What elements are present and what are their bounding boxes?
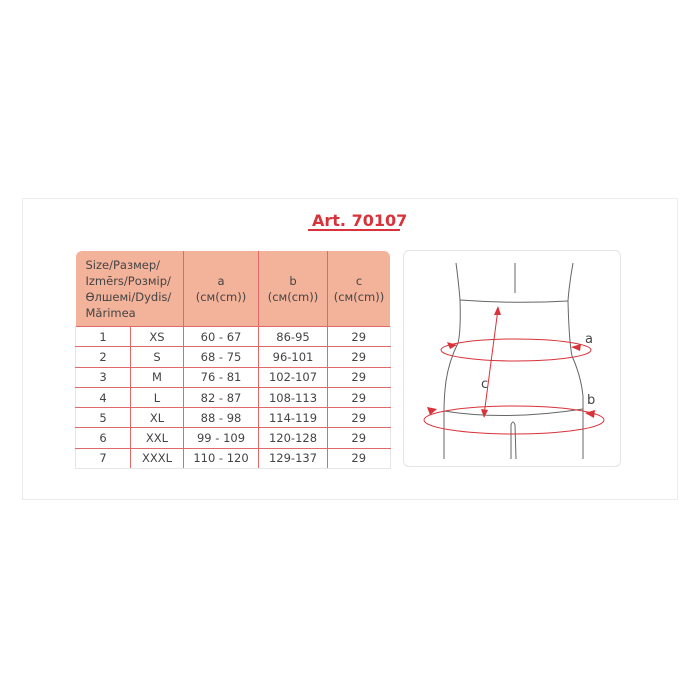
size-label: XXXL [130, 447, 184, 470]
c-value: 29 [327, 325, 391, 348]
header-b: b (см(cm)) [258, 251, 328, 327]
header-c: c (см(cm)) [327, 251, 390, 327]
c-value: 29 [327, 427, 391, 449]
table-row: 4 L 82 - 87 108-113 29 [75, 386, 391, 409]
size-number: 5 [75, 407, 131, 429]
size-number: 3 [75, 366, 131, 388]
height-c-line [483, 308, 499, 416]
leg-gap [510, 421, 517, 460]
arrow-b-right [585, 410, 595, 418]
arrow-a-right [571, 344, 581, 351]
belt-bottom [443, 408, 584, 417]
c-value: 29 [327, 386, 391, 409]
belt-top [459, 299, 569, 303]
b-value: 129-137 [258, 447, 328, 470]
table-row: 3 M 76 - 81 102-107 29 [75, 366, 391, 388]
c-value: 29 [327, 346, 391, 368]
size-number: 1 [75, 325, 131, 348]
hip-b-ellipse [423, 405, 605, 435]
b-value: 102-107 [258, 366, 328, 388]
table-row: 5 XL 88 - 98 114-119 29 [75, 407, 391, 429]
size-label: M [130, 366, 184, 388]
b-value: 108-113 [258, 386, 328, 409]
c-value: 29 [327, 407, 391, 429]
size-label: XXL [130, 427, 184, 449]
label-a: a [585, 332, 593, 347]
size-number: 2 [75, 346, 131, 368]
size-label: L [130, 386, 184, 409]
article-number: Art. 70107 [312, 211, 408, 230]
b-value: 120-128 [258, 427, 328, 449]
size-label: XS [130, 325, 184, 348]
a-value: 99 - 109 [183, 427, 259, 449]
size-number: 6 [75, 427, 131, 449]
measurement-diagram: a b c [403, 250, 621, 467]
title-underline [308, 229, 400, 231]
arrow-a-left [447, 342, 457, 349]
a-value: 76 - 81 [183, 366, 259, 388]
b-value: 86-95 [258, 325, 328, 348]
a-value: 110 - 120 [183, 447, 259, 470]
size-number: 4 [75, 386, 131, 409]
arrow-b-left [427, 407, 437, 415]
table-row: 1 XS 60 - 67 86-95 29 [75, 325, 391, 348]
a-value: 68 - 75 [183, 346, 259, 368]
b-value: 96-101 [258, 346, 328, 368]
size-label: S [130, 346, 184, 368]
torso-right-edge [567, 262, 584, 459]
arrow-c-bottom [481, 409, 488, 418]
size-number: 7 [75, 447, 131, 470]
arrow-c-top [494, 306, 501, 315]
label-c: c [481, 377, 488, 392]
waist-a-ellipse [440, 338, 592, 362]
table-row: 7 XXXL 110 - 120 129-137 29 [75, 447, 391, 470]
label-b: b [587, 393, 595, 408]
a-value: 60 - 67 [183, 325, 259, 348]
torso-illustration: a b c [423, 262, 605, 460]
table-row: 2 S 68 - 75 96-101 29 [75, 346, 391, 368]
header-size: Size/Размер/ Izmērs/Розмір/ Өлшемі/Dydis… [75, 251, 184, 327]
content-frame [22, 198, 678, 500]
size-table: Size/Размер/ Izmērs/Розмір/ Өлшемі/Dydis… [75, 251, 391, 470]
c-value: 29 [327, 447, 391, 470]
header-a: a (см(cm)) [183, 251, 259, 327]
table-row: 6 XXL 99 - 109 120-128 29 [75, 427, 391, 449]
a-value: 82 - 87 [183, 386, 259, 409]
c-value: 29 [327, 366, 391, 388]
a-value: 88 - 98 [183, 407, 259, 429]
size-label: XL [130, 407, 184, 429]
b-value: 114-119 [258, 407, 328, 429]
